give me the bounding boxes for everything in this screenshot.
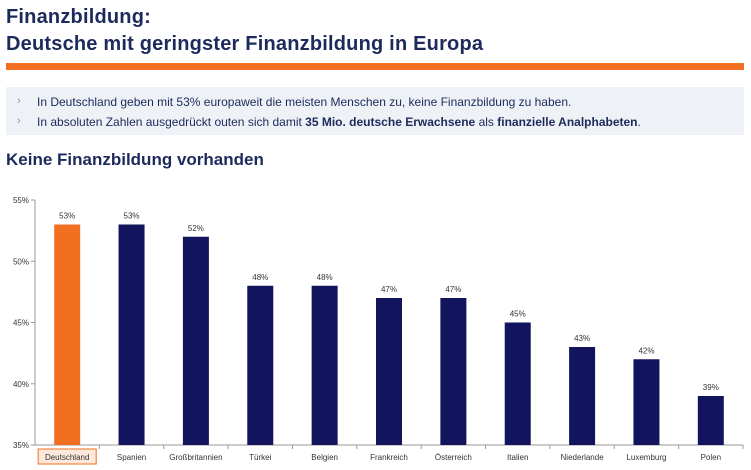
bar [376,298,402,445]
bar [633,359,660,445]
bar [697,396,724,445]
x-tick-label: Belgien [311,453,338,462]
bar [182,236,209,445]
chart-heading: Keine Finanzbildung vorhanden [6,150,264,169]
bar-value-label: 45% [510,310,526,319]
y-tick-label: 50% [13,257,29,266]
bar-value-label: 52% [188,224,204,233]
bar-value-label: 42% [638,346,654,355]
page-title: Finanzbildung: Deutsche mit geringster F… [6,4,483,58]
bar-value-label: 47% [445,285,461,294]
highlight-label-box [37,448,97,465]
y-tick-label: 40% [13,380,29,389]
bar-value-label: 48% [252,273,268,282]
bullet-box: › In Deutschland geben mit 53% europawei… [6,87,744,135]
bar-value-label: 43% [574,334,590,343]
bar [440,298,467,445]
x-tick-label: Luxemburg [626,453,666,462]
bullet-text-2d: finanzielle Analphabeten [497,115,638,129]
title-line-2: Deutsche mit geringster Finanzbildung in… [6,33,484,55]
y-tick-label: 45% [13,319,29,328]
accent-rule [6,63,744,70]
bar [54,224,81,445]
bullet-text-2c: als [475,115,498,129]
bullet-marker-icon: › [17,95,21,107]
x-tick-label: Deutschland [45,453,89,462]
bar-value-label: 53% [124,212,140,221]
bar-value-label: 39% [703,383,719,392]
bullet-item-2: › In absoluten Zahlen ausgedrückt outen … [17,115,641,129]
title-line-1: Finanzbildung: [6,6,151,28]
x-tick-label: Großbritannien [169,453,222,462]
x-tick-label: Türkei [249,453,271,462]
bullet-text-1: In Deutschland geben mit 53% europaweit … [37,95,572,109]
bar-chart: 35% 40% 45% 50% 55% 53% Deutschland 53% Spanien 5… [13,196,744,465]
x-tick-label: Polen [701,453,721,462]
bar [504,322,531,445]
bullet-text-2e: . [637,115,641,129]
bar-value-label: 48% [317,273,333,282]
bullet-text-2a: In absoluten Zahlen ausgedrückt outen si… [37,115,306,129]
bar [118,224,145,445]
bullet-marker-icon: › [17,115,21,127]
x-tick-label: Italien [507,453,528,462]
bar [569,347,596,445]
y-tick-label: 35% [13,441,29,450]
bullet-text-2b: 35 Mio. deutsche Erwachsene [305,115,476,129]
x-tick-label: Österreich [435,453,472,462]
x-tick-label: Spanien [117,453,146,462]
bar-value-label: 53% [59,212,75,221]
bar [247,285,274,445]
x-tick-label: Frankreich [370,453,408,462]
bar-value-label: 47% [381,285,397,294]
bullet-item-1: › In Deutschland geben mit 53% europawei… [17,95,572,109]
y-tick-label: 55% [13,196,29,205]
x-tick-label: Niederlande [561,453,605,462]
bar [311,285,338,445]
